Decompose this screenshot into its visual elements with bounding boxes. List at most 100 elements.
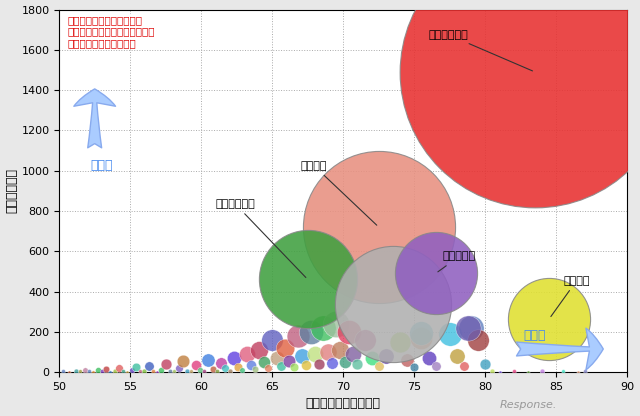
Point [395, 339, 405, 345]
Point [573, 368, 583, 375]
Point [301, 362, 312, 369]
Point [118, 368, 128, 374]
Point [186, 368, 196, 375]
Point [509, 368, 519, 374]
Point [409, 364, 419, 371]
Text: 三菱電機: 三菱電機 [551, 275, 590, 317]
Point [109, 367, 120, 374]
Text: デンソー: デンソー [301, 161, 377, 225]
Point [267, 337, 277, 343]
Point [424, 355, 434, 362]
Point [156, 366, 166, 373]
Point [71, 367, 81, 374]
Y-axis label: 権利者スコア: 権利者スコア [6, 168, 19, 213]
Point [88, 368, 99, 375]
Text: トヨタ自動車: トヨタ自動車 [429, 30, 532, 71]
Point [280, 345, 290, 352]
Point [344, 329, 354, 335]
Point [237, 367, 248, 374]
Point [331, 320, 341, 327]
Point [360, 337, 370, 343]
Point [340, 359, 350, 365]
Point [445, 331, 455, 337]
Point [580, 368, 590, 374]
Point [212, 368, 222, 374]
Point [305, 329, 316, 335]
Point [127, 367, 137, 374]
Point [537, 367, 547, 374]
Point [207, 366, 218, 372]
Point [228, 355, 239, 362]
Point [303, 276, 313, 283]
Point [204, 357, 214, 364]
Point [452, 353, 462, 359]
Text: Response.: Response. [499, 400, 557, 410]
Point [191, 362, 201, 369]
Point [416, 334, 426, 341]
Point [254, 347, 264, 353]
Point [97, 368, 107, 374]
Point [199, 368, 209, 374]
Point [173, 365, 184, 371]
Point [353, 361, 363, 367]
Point [178, 358, 188, 364]
Point [140, 367, 150, 374]
Point [58, 368, 68, 374]
Point [335, 347, 346, 353]
Point [323, 349, 333, 355]
Point [314, 361, 324, 367]
Point [101, 366, 111, 372]
Point [289, 364, 299, 371]
Point [105, 368, 115, 375]
Point [195, 366, 205, 373]
Point [152, 368, 163, 375]
Point [271, 355, 282, 362]
Point [135, 368, 145, 375]
Point [216, 360, 226, 366]
Point [473, 337, 483, 343]
Point [250, 366, 260, 372]
Point [84, 368, 94, 374]
Point [463, 324, 474, 331]
Point [374, 363, 384, 369]
Point [348, 351, 358, 357]
Point [114, 365, 124, 371]
Point [416, 329, 426, 336]
X-axis label: パテントスコア最高値: パテントスコア最高値 [306, 397, 381, 411]
Point [76, 368, 86, 375]
Point [558, 368, 568, 375]
Point [276, 363, 286, 369]
Point [220, 365, 230, 371]
Point [122, 368, 132, 375]
Point [92, 366, 102, 373]
Point [327, 360, 337, 366]
Point [381, 353, 391, 359]
Point [374, 224, 384, 230]
Point [297, 353, 307, 359]
Point [284, 358, 294, 364]
Text: 円の大きさ：有効特許件数
縦軌（権利者スコア）：総合力
横軌（最高値）：個別力: 円の大きさ：有効特許件数 縦軌（権利者スコア）：総合力 横軌（最高値）：個別力 [68, 15, 156, 48]
Point [495, 368, 505, 375]
Point [143, 363, 154, 369]
Point [233, 364, 243, 371]
Point [64, 368, 74, 375]
Point [544, 315, 554, 322]
Point [431, 270, 441, 277]
Text: 個別力: 個別力 [524, 329, 547, 342]
Point [367, 355, 377, 362]
Point [131, 364, 141, 371]
Text: 総合力: 総合力 [90, 158, 113, 172]
Point [388, 300, 398, 307]
Point [402, 357, 412, 364]
Point [523, 368, 533, 375]
Point [292, 332, 303, 339]
Point [79, 367, 90, 374]
Point [241, 351, 252, 357]
Point [169, 368, 179, 375]
Point [165, 368, 175, 374]
Point [310, 351, 320, 357]
Point [466, 324, 476, 331]
Point [530, 69, 540, 75]
Point [431, 363, 441, 369]
Point [487, 367, 497, 374]
